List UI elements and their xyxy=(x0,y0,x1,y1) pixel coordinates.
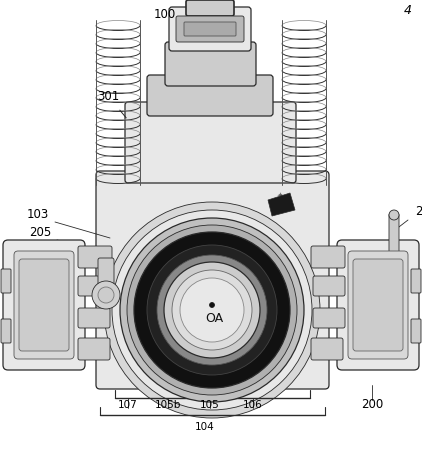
Text: ✦: ✦ xyxy=(276,190,284,200)
FancyBboxPatch shape xyxy=(1,319,11,343)
FancyBboxPatch shape xyxy=(78,308,110,328)
Text: 102: 102 xyxy=(21,258,43,271)
FancyBboxPatch shape xyxy=(311,338,343,360)
Text: OA: OA xyxy=(205,311,223,324)
FancyBboxPatch shape xyxy=(176,16,244,42)
Text: 112: 112 xyxy=(15,308,37,321)
Circle shape xyxy=(209,303,214,308)
Circle shape xyxy=(104,202,320,418)
Circle shape xyxy=(112,210,312,410)
FancyBboxPatch shape xyxy=(125,102,296,183)
FancyBboxPatch shape xyxy=(313,276,345,296)
FancyBboxPatch shape xyxy=(3,240,85,370)
Text: 200: 200 xyxy=(361,398,383,411)
Text: 106: 106 xyxy=(243,400,263,410)
Text: 205: 205 xyxy=(29,226,51,239)
Polygon shape xyxy=(268,193,295,216)
FancyBboxPatch shape xyxy=(78,338,110,360)
Text: 100: 100 xyxy=(154,7,176,20)
FancyBboxPatch shape xyxy=(186,0,234,16)
Text: 105: 105 xyxy=(200,400,220,410)
Text: 107: 107 xyxy=(118,400,138,410)
Circle shape xyxy=(92,281,120,309)
Circle shape xyxy=(120,218,304,402)
Text: 103: 103 xyxy=(27,208,49,221)
Circle shape xyxy=(134,232,290,388)
FancyBboxPatch shape xyxy=(96,171,329,389)
FancyBboxPatch shape xyxy=(147,75,273,116)
FancyBboxPatch shape xyxy=(313,308,345,328)
FancyBboxPatch shape xyxy=(78,276,110,296)
FancyBboxPatch shape xyxy=(19,259,69,351)
Circle shape xyxy=(127,225,297,395)
FancyBboxPatch shape xyxy=(389,214,399,271)
FancyBboxPatch shape xyxy=(348,251,408,359)
Circle shape xyxy=(147,245,277,375)
Text: 105b: 105b xyxy=(155,400,181,410)
Text: 4: 4 xyxy=(404,4,412,17)
Circle shape xyxy=(98,287,114,303)
Text: 20: 20 xyxy=(415,205,422,218)
FancyBboxPatch shape xyxy=(184,22,236,36)
Circle shape xyxy=(157,255,267,365)
Circle shape xyxy=(180,278,244,342)
FancyBboxPatch shape xyxy=(78,246,112,268)
FancyBboxPatch shape xyxy=(165,42,256,86)
FancyBboxPatch shape xyxy=(411,319,421,343)
FancyBboxPatch shape xyxy=(1,269,11,293)
FancyBboxPatch shape xyxy=(169,7,251,51)
Circle shape xyxy=(172,270,252,350)
FancyBboxPatch shape xyxy=(337,240,419,370)
Circle shape xyxy=(389,210,399,220)
FancyBboxPatch shape xyxy=(311,246,345,268)
FancyBboxPatch shape xyxy=(98,258,114,302)
Circle shape xyxy=(164,262,260,358)
FancyBboxPatch shape xyxy=(411,269,421,293)
FancyBboxPatch shape xyxy=(353,259,403,351)
FancyBboxPatch shape xyxy=(14,251,74,359)
Text: 104: 104 xyxy=(195,422,215,432)
Text: 301: 301 xyxy=(97,90,119,103)
